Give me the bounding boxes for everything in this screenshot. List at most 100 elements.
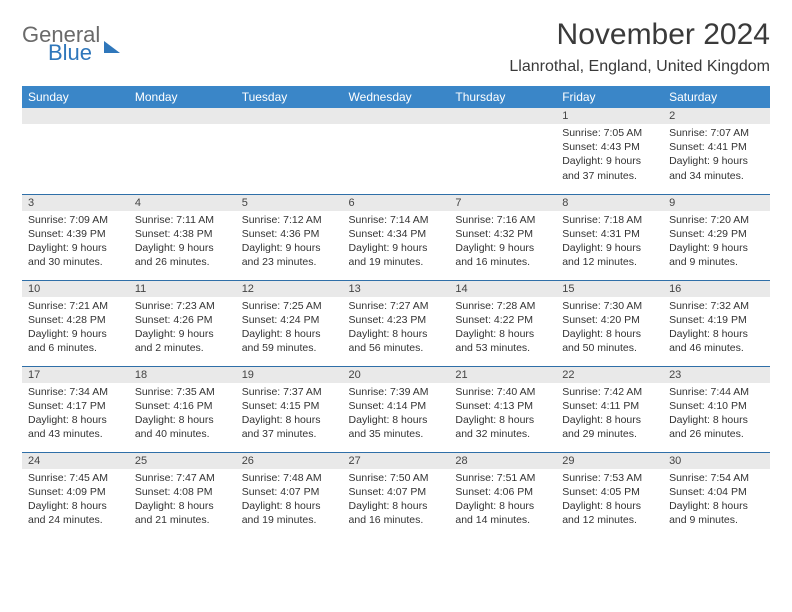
sunset-text: Sunset: 4:15 PM bbox=[242, 399, 337, 413]
calendar-day-cell: 1Sunrise: 7:05 AMSunset: 4:43 PMDaylight… bbox=[556, 108, 663, 194]
sunrise-text: Sunrise: 7:39 AM bbox=[349, 385, 444, 399]
sunset-text: Sunset: 4:13 PM bbox=[455, 399, 550, 413]
day-number: 28 bbox=[449, 453, 556, 469]
calendar-table: SundayMondayTuesdayWednesdayThursdayFrid… bbox=[22, 86, 770, 538]
calendar-week-row: 24Sunrise: 7:45 AMSunset: 4:09 PMDayligh… bbox=[22, 452, 770, 538]
daylight-text: Daylight: 8 hours and 32 minutes. bbox=[455, 413, 550, 441]
sunrise-text: Sunrise: 7:48 AM bbox=[242, 471, 337, 485]
sunset-text: Sunset: 4:31 PM bbox=[562, 227, 657, 241]
sunrise-text: Sunrise: 7:54 AM bbox=[669, 471, 764, 485]
day-number: 27 bbox=[343, 453, 450, 469]
day-number: 26 bbox=[236, 453, 343, 469]
day-detail: Sunrise: 7:37 AMSunset: 4:15 PMDaylight:… bbox=[236, 383, 343, 446]
sunset-text: Sunset: 4:32 PM bbox=[455, 227, 550, 241]
calendar-empty-cell bbox=[449, 108, 556, 194]
day-of-week-header: Sunday bbox=[22, 86, 129, 108]
brand-logo: General Blue bbox=[22, 24, 120, 64]
sunrise-text: Sunrise: 7:07 AM bbox=[669, 126, 764, 140]
day-number: 19 bbox=[236, 367, 343, 383]
day-detail: Sunrise: 7:27 AMSunset: 4:23 PMDaylight:… bbox=[343, 297, 450, 360]
sunset-text: Sunset: 4:26 PM bbox=[135, 313, 230, 327]
calendar-week-row: 1Sunrise: 7:05 AMSunset: 4:43 PMDaylight… bbox=[22, 108, 770, 194]
calendar-day-cell: 18Sunrise: 7:35 AMSunset: 4:16 PMDayligh… bbox=[129, 366, 236, 452]
day-detail: Sunrise: 7:25 AMSunset: 4:24 PMDaylight:… bbox=[236, 297, 343, 360]
daylight-text: Daylight: 8 hours and 24 minutes. bbox=[28, 499, 123, 527]
daylight-text: Daylight: 9 hours and 19 minutes. bbox=[349, 241, 444, 269]
calendar-day-cell: 6Sunrise: 7:14 AMSunset: 4:34 PMDaylight… bbox=[343, 194, 450, 280]
calendar-week-row: 3Sunrise: 7:09 AMSunset: 4:39 PMDaylight… bbox=[22, 194, 770, 280]
calendar-day-cell: 30Sunrise: 7:54 AMSunset: 4:04 PMDayligh… bbox=[663, 452, 770, 538]
calendar-day-cell: 19Sunrise: 7:37 AMSunset: 4:15 PMDayligh… bbox=[236, 366, 343, 452]
page-title: November 2024 bbox=[509, 18, 770, 52]
sunrise-text: Sunrise: 7:35 AM bbox=[135, 385, 230, 399]
daylight-text: Daylight: 8 hours and 46 minutes. bbox=[669, 327, 764, 355]
day-detail: Sunrise: 7:39 AMSunset: 4:14 PMDaylight:… bbox=[343, 383, 450, 446]
day-detail: Sunrise: 7:07 AMSunset: 4:41 PMDaylight:… bbox=[663, 124, 770, 187]
day-number: 11 bbox=[129, 281, 236, 297]
sunset-text: Sunset: 4:17 PM bbox=[28, 399, 123, 413]
daylight-text: Daylight: 8 hours and 56 minutes. bbox=[349, 327, 444, 355]
calendar-day-cell: 20Sunrise: 7:39 AMSunset: 4:14 PMDayligh… bbox=[343, 366, 450, 452]
sunset-text: Sunset: 4:16 PM bbox=[135, 399, 230, 413]
day-of-week-header: Saturday bbox=[663, 86, 770, 108]
daylight-text: Daylight: 9 hours and 30 minutes. bbox=[28, 241, 123, 269]
sunrise-text: Sunrise: 7:12 AM bbox=[242, 213, 337, 227]
day-number bbox=[449, 108, 556, 124]
day-number bbox=[343, 108, 450, 124]
day-of-week-header: Thursday bbox=[449, 86, 556, 108]
day-detail: Sunrise: 7:44 AMSunset: 4:10 PMDaylight:… bbox=[663, 383, 770, 446]
day-detail: Sunrise: 7:12 AMSunset: 4:36 PMDaylight:… bbox=[236, 211, 343, 274]
day-number: 8 bbox=[556, 195, 663, 211]
daylight-text: Daylight: 9 hours and 23 minutes. bbox=[242, 241, 337, 269]
day-detail: Sunrise: 7:23 AMSunset: 4:26 PMDaylight:… bbox=[129, 297, 236, 360]
daylight-text: Daylight: 8 hours and 14 minutes. bbox=[455, 499, 550, 527]
daylight-text: Daylight: 9 hours and 9 minutes. bbox=[669, 241, 764, 269]
day-detail: Sunrise: 7:42 AMSunset: 4:11 PMDaylight:… bbox=[556, 383, 663, 446]
sunset-text: Sunset: 4:06 PM bbox=[455, 485, 550, 499]
sunrise-text: Sunrise: 7:27 AM bbox=[349, 299, 444, 313]
sunrise-text: Sunrise: 7:42 AM bbox=[562, 385, 657, 399]
sunset-text: Sunset: 4:04 PM bbox=[669, 485, 764, 499]
sunset-text: Sunset: 4:28 PM bbox=[28, 313, 123, 327]
day-detail: Sunrise: 7:34 AMSunset: 4:17 PMDaylight:… bbox=[22, 383, 129, 446]
sunrise-text: Sunrise: 7:53 AM bbox=[562, 471, 657, 485]
daylight-text: Daylight: 9 hours and 2 minutes. bbox=[135, 327, 230, 355]
sunset-text: Sunset: 4:07 PM bbox=[349, 485, 444, 499]
sunrise-text: Sunrise: 7:47 AM bbox=[135, 471, 230, 485]
calendar-empty-cell bbox=[129, 108, 236, 194]
day-number: 25 bbox=[129, 453, 236, 469]
day-detail: Sunrise: 7:05 AMSunset: 4:43 PMDaylight:… bbox=[556, 124, 663, 187]
sunset-text: Sunset: 4:43 PM bbox=[562, 140, 657, 154]
sunrise-text: Sunrise: 7:14 AM bbox=[349, 213, 444, 227]
daylight-text: Daylight: 8 hours and 40 minutes. bbox=[135, 413, 230, 441]
day-number bbox=[129, 108, 236, 124]
day-detail: Sunrise: 7:40 AMSunset: 4:13 PMDaylight:… bbox=[449, 383, 556, 446]
day-detail: Sunrise: 7:47 AMSunset: 4:08 PMDaylight:… bbox=[129, 469, 236, 532]
sunrise-text: Sunrise: 7:30 AM bbox=[562, 299, 657, 313]
calendar-day-cell: 26Sunrise: 7:48 AMSunset: 4:07 PMDayligh… bbox=[236, 452, 343, 538]
day-number: 15 bbox=[556, 281, 663, 297]
sunrise-text: Sunrise: 7:16 AM bbox=[455, 213, 550, 227]
sunset-text: Sunset: 4:24 PM bbox=[242, 313, 337, 327]
sunset-text: Sunset: 4:07 PM bbox=[242, 485, 337, 499]
sunset-text: Sunset: 4:19 PM bbox=[669, 313, 764, 327]
daylight-text: Daylight: 8 hours and 37 minutes. bbox=[242, 413, 337, 441]
day-number bbox=[22, 108, 129, 124]
sunrise-text: Sunrise: 7:20 AM bbox=[669, 213, 764, 227]
sunset-text: Sunset: 4:11 PM bbox=[562, 399, 657, 413]
day-number: 14 bbox=[449, 281, 556, 297]
sunrise-text: Sunrise: 7:05 AM bbox=[562, 126, 657, 140]
daylight-text: Daylight: 9 hours and 16 minutes. bbox=[455, 241, 550, 269]
day-detail: Sunrise: 7:20 AMSunset: 4:29 PMDaylight:… bbox=[663, 211, 770, 274]
brand-word2: Blue bbox=[48, 42, 100, 64]
calendar-day-cell: 21Sunrise: 7:40 AMSunset: 4:13 PMDayligh… bbox=[449, 366, 556, 452]
day-of-week-header: Friday bbox=[556, 86, 663, 108]
calendar-empty-cell bbox=[22, 108, 129, 194]
day-detail: Sunrise: 7:30 AMSunset: 4:20 PMDaylight:… bbox=[556, 297, 663, 360]
day-number: 4 bbox=[129, 195, 236, 211]
calendar-day-cell: 23Sunrise: 7:44 AMSunset: 4:10 PMDayligh… bbox=[663, 366, 770, 452]
daylight-text: Daylight: 8 hours and 9 minutes. bbox=[669, 499, 764, 527]
calendar-empty-cell bbox=[343, 108, 450, 194]
calendar-day-cell: 28Sunrise: 7:51 AMSunset: 4:06 PMDayligh… bbox=[449, 452, 556, 538]
calendar-day-cell: 8Sunrise: 7:18 AMSunset: 4:31 PMDaylight… bbox=[556, 194, 663, 280]
